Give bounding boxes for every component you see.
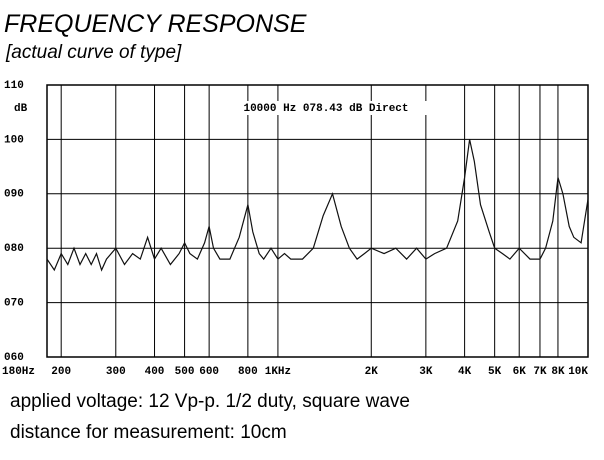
y-tick-label: 090 [4, 189, 24, 201]
x-tick-label: 400 [145, 366, 165, 378]
x-tick-label: 500 [175, 366, 195, 378]
y-tick-label: 080 [4, 243, 24, 255]
y-tick-label: 070 [4, 298, 24, 310]
x-tick-label: 8K [551, 366, 565, 378]
annotation-bg [222, 101, 430, 115]
x-tick-label: 200 [51, 366, 71, 378]
x-tick-label: 1KHz [265, 366, 291, 378]
x-tick-label: 2K [365, 366, 379, 378]
y-axis-label: dB [14, 103, 28, 115]
x-tick-label: 6K [513, 366, 527, 378]
note: distance for measurement: 10cm [10, 422, 287, 443]
x-tick-label: 300 [106, 366, 126, 378]
x-tick-label: 3K [419, 366, 433, 378]
y-tick-label: 060 [4, 352, 24, 364]
x-tick-label: 180Hz [2, 366, 35, 378]
chart-title: FREQUENCY RESPONSE [4, 10, 307, 38]
x-tick-label: 5K [488, 366, 502, 378]
y-tick-label: 100 [4, 134, 24, 146]
data-line [46, 139, 589, 272]
annotation: 10000 Hz 078.43 dB Direct [243, 103, 408, 115]
x-tick-label: 600 [199, 366, 219, 378]
plot-frame [46, 84, 589, 358]
note: applied voltage: 12 Vp-p. 1/2 duty, squa… [10, 391, 410, 412]
y-tick-label: 110 [4, 80, 24, 92]
x-tick-label: 800 [238, 366, 258, 378]
x-tick-label: 10K [568, 366, 588, 378]
x-tick-label: 4K [458, 366, 472, 378]
chart-subtitle: [actual curve of type] [5, 42, 182, 63]
x-tick-label: 7K [533, 366, 547, 378]
